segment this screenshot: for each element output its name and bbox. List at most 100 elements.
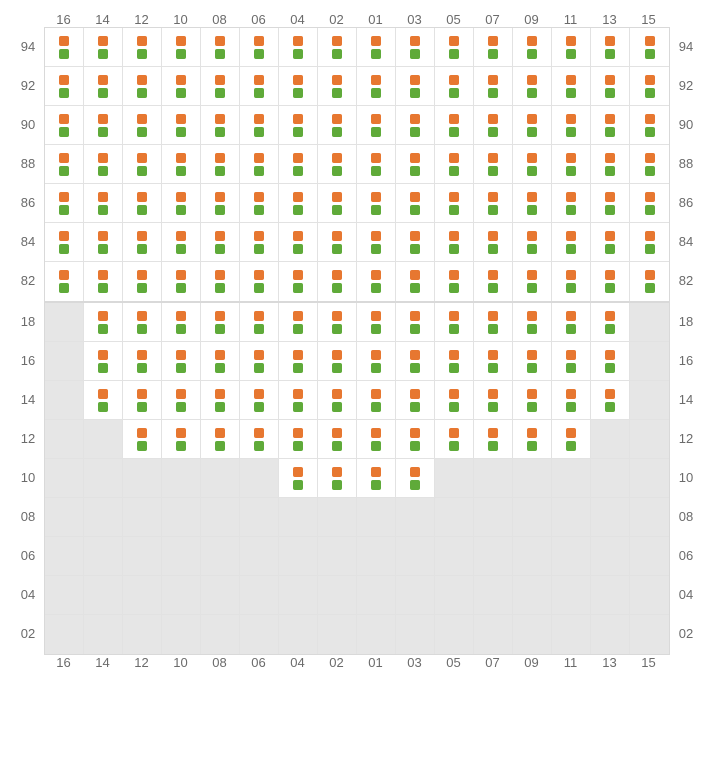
seat-active[interactable]	[435, 223, 474, 262]
seat-active[interactable]	[474, 303, 513, 342]
seat-active[interactable]	[279, 303, 318, 342]
seat-active[interactable]	[513, 145, 552, 184]
seat-active[interactable]	[357, 223, 396, 262]
seat-active[interactable]	[84, 381, 123, 420]
seat-active[interactable]	[630, 223, 669, 262]
seat-active[interactable]	[552, 342, 591, 381]
seat-active[interactable]	[513, 420, 552, 459]
seat-active[interactable]	[162, 106, 201, 145]
seat-active[interactable]	[396, 28, 435, 67]
seat-active[interactable]	[201, 342, 240, 381]
seat-active[interactable]	[201, 106, 240, 145]
seat-active[interactable]	[84, 106, 123, 145]
seat-active[interactable]	[396, 106, 435, 145]
seat-active[interactable]	[84, 262, 123, 301]
seat-active[interactable]	[279, 28, 318, 67]
seat-active[interactable]	[162, 184, 201, 223]
seat-active[interactable]	[318, 28, 357, 67]
seat-active[interactable]	[318, 459, 357, 498]
seat-active[interactable]	[318, 342, 357, 381]
seat-active[interactable]	[162, 342, 201, 381]
seat-active[interactable]	[318, 381, 357, 420]
seat-active[interactable]	[435, 262, 474, 301]
seat-active[interactable]	[357, 420, 396, 459]
seat-active[interactable]	[279, 223, 318, 262]
seat-active[interactable]	[318, 184, 357, 223]
seat-active[interactable]	[162, 381, 201, 420]
seat-active[interactable]	[123, 342, 162, 381]
seat-active[interactable]	[84, 342, 123, 381]
seat-active[interactable]	[552, 28, 591, 67]
seat-active[interactable]	[435, 145, 474, 184]
seat-active[interactable]	[552, 67, 591, 106]
seat-active[interactable]	[240, 420, 279, 459]
seat-active[interactable]	[318, 145, 357, 184]
seat-active[interactable]	[357, 303, 396, 342]
seat-active[interactable]	[279, 342, 318, 381]
seat-active[interactable]	[591, 223, 630, 262]
seat-active[interactable]	[45, 262, 84, 301]
seat-active[interactable]	[396, 145, 435, 184]
seat-active[interactable]	[240, 145, 279, 184]
seat-active[interactable]	[162, 67, 201, 106]
seat-active[interactable]	[474, 67, 513, 106]
seat-active[interactable]	[84, 67, 123, 106]
seat-active[interactable]	[201, 184, 240, 223]
seat-active[interactable]	[240, 262, 279, 301]
seat-active[interactable]	[474, 184, 513, 223]
seat-active[interactable]	[45, 184, 84, 223]
seat-active[interactable]	[123, 420, 162, 459]
seat-active[interactable]	[357, 67, 396, 106]
seat-active[interactable]	[318, 420, 357, 459]
seat-active[interactable]	[318, 223, 357, 262]
seat-active[interactable]	[279, 459, 318, 498]
seat-active[interactable]	[435, 420, 474, 459]
seat-active[interactable]	[513, 303, 552, 342]
seat-active[interactable]	[591, 145, 630, 184]
seat-active[interactable]	[240, 381, 279, 420]
seat-active[interactable]	[474, 145, 513, 184]
seat-active[interactable]	[630, 67, 669, 106]
seat-active[interactable]	[552, 381, 591, 420]
seat-active[interactable]	[591, 106, 630, 145]
seat-active[interactable]	[357, 106, 396, 145]
seat-active[interactable]	[162, 420, 201, 459]
seat-active[interactable]	[240, 28, 279, 67]
seat-active[interactable]	[435, 67, 474, 106]
seat-active[interactable]	[435, 184, 474, 223]
seat-active[interactable]	[435, 342, 474, 381]
seat-active[interactable]	[279, 420, 318, 459]
seat-active[interactable]	[474, 28, 513, 67]
seat-active[interactable]	[201, 262, 240, 301]
seat-active[interactable]	[201, 28, 240, 67]
seat-active[interactable]	[396, 342, 435, 381]
seat-active[interactable]	[84, 28, 123, 67]
seat-active[interactable]	[396, 223, 435, 262]
seat-active[interactable]	[240, 106, 279, 145]
seat-active[interactable]	[162, 145, 201, 184]
seat-active[interactable]	[396, 67, 435, 106]
seat-active[interactable]	[279, 106, 318, 145]
seat-active[interactable]	[162, 28, 201, 67]
seat-active[interactable]	[201, 67, 240, 106]
seat-active[interactable]	[357, 342, 396, 381]
seat-active[interactable]	[630, 106, 669, 145]
seat-active[interactable]	[513, 67, 552, 106]
seat-active[interactable]	[162, 223, 201, 262]
seat-active[interactable]	[552, 262, 591, 301]
seat-active[interactable]	[240, 303, 279, 342]
seat-active[interactable]	[591, 342, 630, 381]
seat-active[interactable]	[396, 184, 435, 223]
seat-active[interactable]	[552, 223, 591, 262]
seat-active[interactable]	[123, 106, 162, 145]
seat-active[interactable]	[123, 223, 162, 262]
seat-active[interactable]	[240, 184, 279, 223]
seat-active[interactable]	[513, 342, 552, 381]
seat-active[interactable]	[45, 28, 84, 67]
seat-active[interactable]	[84, 145, 123, 184]
seat-active[interactable]	[123, 145, 162, 184]
seat-active[interactable]	[552, 106, 591, 145]
seat-active[interactable]	[474, 381, 513, 420]
seat-active[interactable]	[45, 106, 84, 145]
seat-active[interactable]	[552, 303, 591, 342]
